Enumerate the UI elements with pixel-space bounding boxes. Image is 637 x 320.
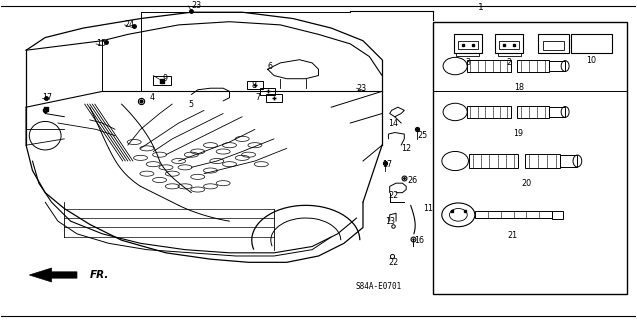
Text: 22: 22 [389,191,399,200]
Polygon shape [29,268,77,282]
Bar [571,34,612,53]
Text: 17: 17 [382,160,392,169]
Text: 11: 11 [424,204,433,213]
Bar [154,76,171,85]
Bar [549,60,565,71]
Bar [495,34,524,53]
Bar [469,155,518,168]
Bar [549,107,565,117]
Bar [497,53,520,56]
Bar [466,106,511,118]
Text: 23: 23 [357,84,367,93]
Text: 13: 13 [385,217,395,226]
Bar [454,34,482,53]
Bar [457,53,479,56]
Bar [433,22,627,294]
Text: 2: 2 [506,58,512,67]
Bar [266,94,282,101]
Bar [458,41,478,49]
Bar [517,106,549,118]
Text: 1: 1 [478,3,483,12]
Text: 6: 6 [268,61,273,70]
Bar [517,60,549,72]
Text: 14: 14 [389,118,398,128]
Bar [466,60,511,72]
Text: 23: 23 [191,1,201,10]
Text: 19: 19 [513,129,524,138]
Text: 16: 16 [414,236,424,245]
Text: 18: 18 [513,83,524,92]
Text: 24: 24 [125,20,135,29]
Bar [260,88,275,95]
Bar [552,211,563,219]
Text: 22: 22 [389,258,399,267]
Bar [247,81,262,89]
Text: FR.: FR. [90,270,109,280]
Text: 4: 4 [150,93,155,102]
Text: 25: 25 [417,131,427,140]
Bar [525,155,560,168]
Text: 7: 7 [255,93,260,102]
Text: 5: 5 [188,100,193,108]
Text: 15: 15 [96,39,106,48]
Text: 21: 21 [507,231,517,240]
Text: 26: 26 [408,175,418,185]
Bar [538,34,569,53]
Text: 9: 9 [163,74,168,83]
Text: 3: 3 [466,58,470,67]
Text: 8: 8 [252,81,257,90]
Text: S84A-E0701: S84A-E0701 [355,282,402,291]
Bar [543,41,564,50]
Bar [560,155,577,167]
Bar [499,41,519,49]
Text: 12: 12 [401,144,412,153]
Text: 17: 17 [42,93,52,102]
Text: 10: 10 [587,56,596,65]
Text: 20: 20 [521,179,531,188]
Bar [475,211,552,218]
